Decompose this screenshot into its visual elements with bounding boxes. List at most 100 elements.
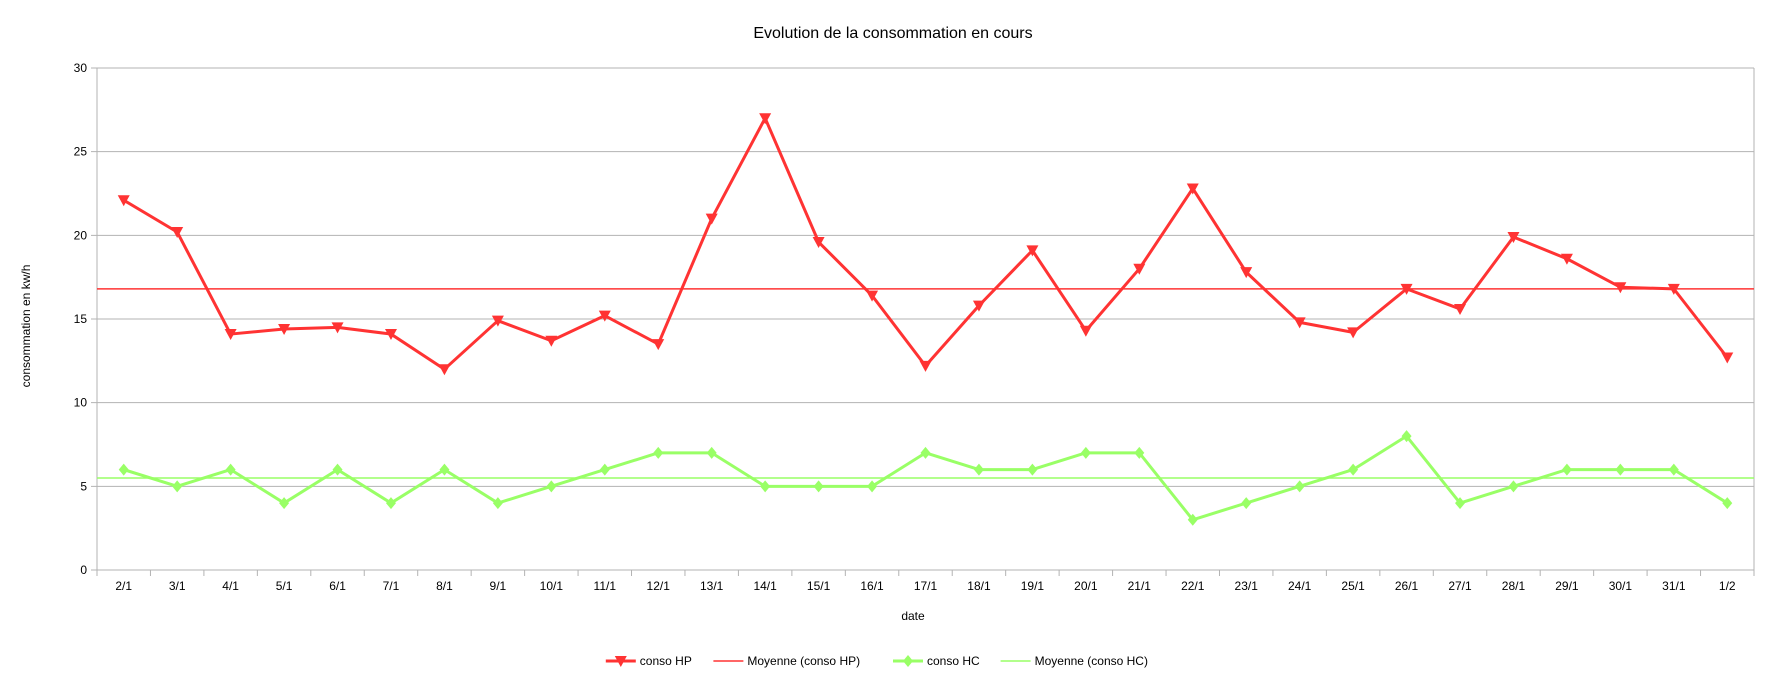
x-tick-labels: 2/1 3/1 4/1 5/1 6/1 7/1 8/1 9/1 10/1 11/1 12/1 13/1… — [115, 579, 1736, 593]
x-tick-label-29-1: 29/1 — [1555, 579, 1579, 593]
data-point-17-1 — [919, 360, 932, 372]
y-tick-label-15: 15 — [74, 312, 88, 326]
x-tick-label-20-1: 20/1 — [1074, 579, 1098, 593]
data-point-27-1 — [1455, 497, 1466, 510]
y-tick-label-20: 20 — [74, 228, 88, 242]
data-point-30-1 — [1614, 282, 1627, 294]
data-point-5-1 — [279, 497, 290, 510]
data-point-17-1 — [920, 446, 931, 459]
chart-title: Evolution de la consommation en cours — [753, 25, 1032, 42]
data-point-22-1 — [1187, 513, 1198, 526]
legend-item-2: conso HC — [893, 654, 980, 668]
data-point-28-1 — [1507, 232, 1520, 244]
data-point-23-1 — [1240, 267, 1253, 279]
data-point-23-1 — [1241, 497, 1252, 510]
legend-label: conso HC — [927, 654, 980, 668]
x-tick-label-25-1: 25/1 — [1341, 579, 1365, 593]
data-point-1-2 — [1722, 497, 1733, 510]
series-line — [122, 116, 1729, 371]
data-point-21-1 — [1134, 446, 1145, 459]
x-tick-label-26-1: 26/1 — [1395, 579, 1419, 593]
data-point-2-1 — [118, 463, 129, 476]
data-point-3-1 — [171, 226, 184, 238]
plot-area — [97, 113, 1754, 526]
legend-label: Moyenne (conso HP) — [747, 654, 860, 668]
x-tick-label-1-2: 1/2 — [1719, 579, 1736, 593]
data-point-20-1 — [1080, 446, 1091, 459]
y-tick-labels: 0 5 10 15 20 25 30 — [74, 61, 88, 577]
data-point-8-1 — [439, 463, 450, 476]
data-point-25-1 — [1347, 327, 1360, 339]
x-tick-label-30-1: 30/1 — [1609, 579, 1633, 593]
data-point-15-1 — [812, 237, 825, 249]
x-tick-label-24-1: 24/1 — [1288, 579, 1312, 593]
data-point-8-1 — [438, 364, 451, 376]
legend-item-3: Moyenne (conso HC) — [1000, 654, 1148, 668]
legend-label: Moyenne (conso HC) — [1035, 654, 1148, 668]
x-tick-label-28-1: 28/1 — [1502, 579, 1526, 593]
data-point-11-1 — [599, 463, 610, 476]
x-tick-label-17-1: 17/1 — [914, 579, 938, 593]
data-point-12-1 — [653, 446, 664, 459]
data-point-18-1 — [973, 463, 984, 476]
data-point-29-1 — [1561, 463, 1572, 476]
x-tick-label-3-1: 3/1 — [169, 579, 186, 593]
x-tick-label-13-1: 13/1 — [700, 579, 724, 593]
x-tick-label-4-1: 4/1 — [222, 579, 239, 593]
legend-item-1: Moyenne (conso HP) — [713, 654, 860, 668]
x-tick-label-15-1: 15/1 — [807, 579, 831, 593]
data-point-4-1 — [225, 463, 236, 476]
x-tick-label-7-1: 7/1 — [383, 579, 400, 593]
y-tick-label-30: 30 — [74, 61, 88, 75]
data-point-16-1 — [867, 480, 878, 493]
data-point-22-1 — [1186, 183, 1199, 195]
x-tick-label-22-1: 22/1 — [1181, 579, 1205, 593]
data-point-1-2 — [1721, 352, 1734, 364]
data-point-4-1 — [224, 329, 237, 341]
x-tick-label-2-1: 2/1 — [115, 579, 132, 593]
data-point-25-1 — [1348, 463, 1359, 476]
data-point-26-1 — [1401, 430, 1412, 443]
data-point-18-1 — [972, 300, 985, 312]
data-point-16-1 — [866, 290, 879, 302]
x-tick-label-27-1: 27/1 — [1448, 579, 1472, 593]
x-tick-label-16-1: 16/1 — [860, 579, 884, 593]
legend: conso HP Moyenne (conso HP) conso HC Moyenn… — [605, 654, 1148, 668]
y-tick-label-10: 10 — [74, 396, 88, 410]
x-tick-label-14-1: 14/1 — [753, 579, 777, 593]
series-conso-hp — [117, 113, 1734, 376]
data-point-3-1 — [172, 480, 183, 493]
y-tick-label-25: 25 — [74, 145, 88, 159]
data-point-27-1 — [1454, 303, 1467, 315]
data-point-14-1 — [760, 480, 771, 493]
data-point-30-1 — [1615, 463, 1626, 476]
data-point-31-1 — [1668, 463, 1679, 476]
data-point-13-1 — [705, 213, 718, 225]
data-point-10-1 — [545, 335, 558, 347]
data-point-19-1 — [1027, 463, 1038, 476]
legend-item-0: conso HP — [605, 654, 692, 668]
y-tick-label-5: 5 — [80, 479, 87, 493]
legend-marker — [614, 656, 627, 667]
data-point-12-1 — [652, 339, 665, 351]
x-axis-label: date — [901, 609, 925, 623]
data-point-5-1 — [278, 324, 291, 336]
x-tick-label-18-1: 18/1 — [967, 579, 991, 593]
series-conso-hc — [118, 430, 1733, 526]
legend-marker — [903, 655, 913, 667]
data-point-7-1 — [385, 497, 396, 510]
data-point-7-1 — [384, 329, 397, 341]
data-point-24-1 — [1294, 480, 1305, 493]
x-tick-label-11-1: 11/1 — [594, 579, 617, 593]
x-tick-label-31-1: 31/1 — [1662, 579, 1686, 593]
data-point-10-1 — [546, 480, 557, 493]
x-tick-label-10-1: 10/1 — [540, 579, 564, 593]
data-point-6-1 — [332, 463, 343, 476]
x-tick-label-5-1: 5/1 — [276, 579, 293, 593]
data-point-9-1 — [492, 497, 503, 510]
data-point-19-1 — [1026, 245, 1039, 257]
data-point-11-1 — [598, 310, 611, 322]
data-point-21-1 — [1133, 263, 1146, 275]
x-tick-label-9-1: 9/1 — [490, 579, 507, 593]
